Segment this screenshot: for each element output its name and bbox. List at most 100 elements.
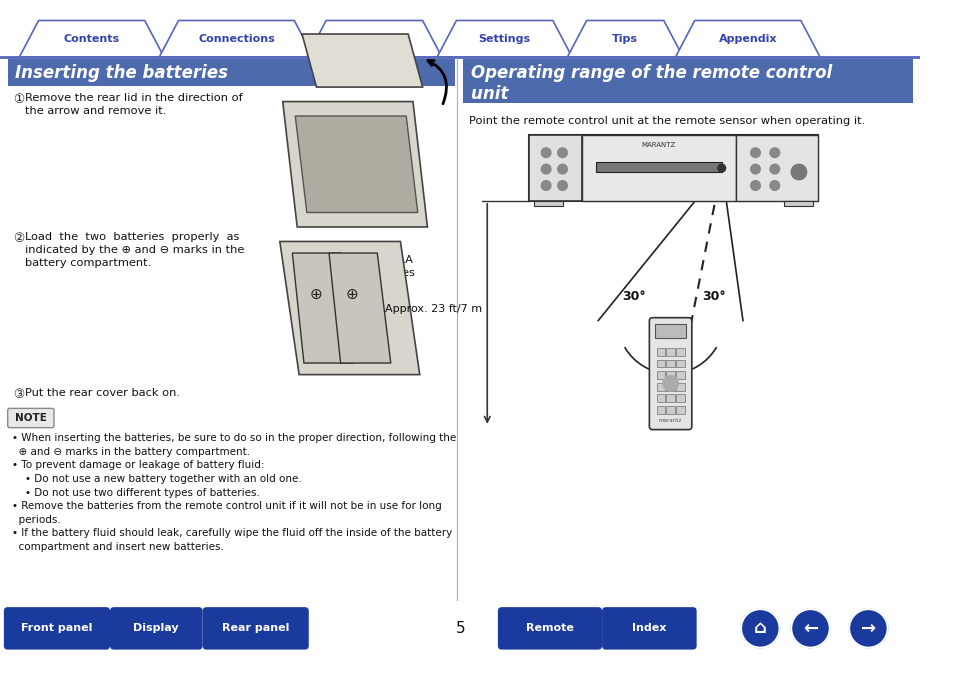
FancyBboxPatch shape <box>533 201 562 206</box>
Polygon shape <box>292 253 354 363</box>
Polygon shape <box>159 20 314 57</box>
Text: periods.: periods. <box>11 515 60 524</box>
FancyBboxPatch shape <box>675 348 684 356</box>
Polygon shape <box>19 20 164 57</box>
Text: →: → <box>860 619 875 637</box>
FancyBboxPatch shape <box>497 607 601 649</box>
Text: ①: ① <box>13 93 25 106</box>
FancyBboxPatch shape <box>675 359 684 367</box>
Text: unit: unit <box>471 85 508 103</box>
FancyBboxPatch shape <box>596 162 721 172</box>
Circle shape <box>769 164 779 174</box>
Text: • When inserting the batteries, be sure to do so in the proper direction, follow: • When inserting the batteries, be sure … <box>11 433 456 444</box>
Circle shape <box>790 164 806 180</box>
Text: compartment and insert new batteries.: compartment and insert new batteries. <box>11 542 223 552</box>
Circle shape <box>790 609 829 647</box>
Text: Connections: Connections <box>198 34 274 44</box>
Polygon shape <box>279 242 419 375</box>
Text: Playback: Playback <box>346 34 402 44</box>
Circle shape <box>540 148 551 157</box>
FancyBboxPatch shape <box>675 394 684 402</box>
Text: ⊕ and ⊖ marks in the battery compartment.: ⊕ and ⊖ marks in the battery compartment… <box>11 447 250 457</box>
Circle shape <box>558 148 567 157</box>
FancyBboxPatch shape <box>649 318 691 429</box>
Text: 5: 5 <box>455 621 464 636</box>
Polygon shape <box>294 460 417 557</box>
FancyBboxPatch shape <box>665 359 674 367</box>
FancyBboxPatch shape <box>736 135 818 201</box>
FancyBboxPatch shape <box>665 406 674 414</box>
FancyBboxPatch shape <box>462 59 912 104</box>
FancyBboxPatch shape <box>675 371 684 379</box>
Text: MARANTZ: MARANTZ <box>641 142 676 148</box>
Polygon shape <box>302 34 422 87</box>
FancyBboxPatch shape <box>528 135 818 201</box>
Circle shape <box>750 148 760 157</box>
FancyBboxPatch shape <box>656 359 664 367</box>
Text: 30°: 30° <box>701 290 725 303</box>
FancyBboxPatch shape <box>675 383 684 390</box>
Polygon shape <box>329 253 391 363</box>
Text: Inserting the batteries: Inserting the batteries <box>15 64 228 81</box>
Text: Settings: Settings <box>478 34 530 44</box>
Circle shape <box>848 609 886 647</box>
Text: ⊕: ⊕ <box>309 287 321 302</box>
FancyBboxPatch shape <box>665 394 674 402</box>
Circle shape <box>769 148 779 157</box>
Polygon shape <box>436 20 572 57</box>
Text: Tips: Tips <box>612 34 638 44</box>
Text: • To prevent damage or leakage of battery fluid:: • To prevent damage or leakage of batter… <box>11 460 264 470</box>
Text: Contents: Contents <box>64 34 119 44</box>
Circle shape <box>750 180 760 190</box>
FancyBboxPatch shape <box>665 383 674 390</box>
Text: ⊕: ⊕ <box>345 287 358 302</box>
Text: marantz: marantz <box>659 419 681 423</box>
Text: • Remove the batteries from the remote control unit if it will not be in use for: • Remove the batteries from the remote c… <box>11 501 441 511</box>
Text: ③: ③ <box>13 388 25 401</box>
Text: Appendix: Appendix <box>718 34 776 44</box>
Circle shape <box>540 164 551 174</box>
Polygon shape <box>282 102 427 227</box>
Text: • Do not use a new battery together with an old one.: • Do not use a new battery together with… <box>11 474 301 484</box>
Circle shape <box>558 164 567 174</box>
Text: Put the rear cover back on.: Put the rear cover back on. <box>25 388 180 398</box>
Circle shape <box>540 180 551 190</box>
Text: Display: Display <box>133 623 179 633</box>
FancyBboxPatch shape <box>656 406 664 414</box>
Text: 30°: 30° <box>621 290 645 303</box>
Text: Front panel: Front panel <box>21 623 92 633</box>
Text: • If the battery fluid should leak, carefully wipe the fluid off the inside of t: • If the battery fluid should leak, care… <box>11 528 452 538</box>
Circle shape <box>558 180 567 190</box>
Text: Remote: Remote <box>525 623 574 633</box>
FancyBboxPatch shape <box>601 607 696 649</box>
FancyBboxPatch shape <box>8 409 54 427</box>
Circle shape <box>769 180 779 190</box>
Circle shape <box>740 609 779 647</box>
FancyBboxPatch shape <box>656 371 664 379</box>
FancyBboxPatch shape <box>656 394 664 402</box>
Polygon shape <box>567 20 682 57</box>
Polygon shape <box>307 20 441 57</box>
Circle shape <box>662 376 678 391</box>
FancyBboxPatch shape <box>783 201 813 206</box>
FancyBboxPatch shape <box>8 59 455 86</box>
FancyBboxPatch shape <box>665 371 674 379</box>
FancyBboxPatch shape <box>655 324 685 338</box>
FancyBboxPatch shape <box>202 607 309 649</box>
Polygon shape <box>282 446 427 571</box>
FancyBboxPatch shape <box>110 607 202 649</box>
FancyBboxPatch shape <box>528 135 581 201</box>
FancyBboxPatch shape <box>665 348 674 356</box>
FancyBboxPatch shape <box>581 135 736 201</box>
Circle shape <box>750 164 760 174</box>
Polygon shape <box>675 20 820 57</box>
Text: NOTE: NOTE <box>15 413 47 423</box>
Text: Load  the  two  batteries  properly  as
indicated by the ⊕ and ⊖ marks in the
ba: Load the two batteries properly as indic… <box>25 232 244 269</box>
FancyBboxPatch shape <box>675 406 684 414</box>
Text: Operating range of the remote control: Operating range of the remote control <box>471 64 831 81</box>
FancyBboxPatch shape <box>4 607 110 649</box>
Polygon shape <box>294 116 417 213</box>
Text: Point the remote control unit at the remote sensor when operating it.: Point the remote control unit at the rem… <box>469 116 864 126</box>
Text: Index: Index <box>632 623 666 633</box>
Circle shape <box>717 164 725 172</box>
